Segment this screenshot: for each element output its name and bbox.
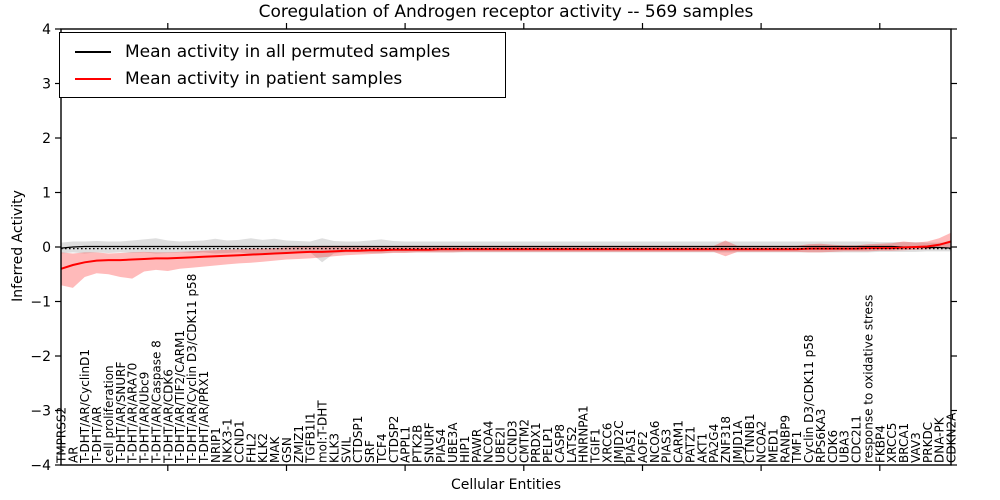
x-category-label: LATS2 xyxy=(565,426,579,463)
x-category-label: Cyclin D3/CDK11 p58 xyxy=(802,334,816,463)
x-category-label: FHL2 xyxy=(244,433,258,463)
x-category-label: PIAS3 xyxy=(660,429,674,463)
x-category-label: TMF1 xyxy=(790,431,804,464)
x-category-label: CDC2L1 xyxy=(850,415,864,463)
x-category-label: KLK2 xyxy=(256,433,270,463)
x-axis-label: Cellular Entities xyxy=(450,477,562,493)
x-category-label: T-DHT/AR/Ubc9 xyxy=(138,372,152,464)
y-tick-label: −3 xyxy=(30,404,51,420)
legend: Mean activity in all permuted samples Me… xyxy=(59,32,506,98)
x-category-label: T-DHT/AR/Caspase 8 xyxy=(149,340,163,464)
x-category-label: CASP8 xyxy=(553,424,567,463)
x-category-label: T-DHT/AR/TIF2/CARM1 xyxy=(173,330,187,464)
legend-item: Mean activity in all permuted samples xyxy=(60,42,505,62)
x-category-label: UBE3A xyxy=(446,422,460,463)
x-category-label: SVIL xyxy=(339,437,353,463)
y-tick-label: −2 xyxy=(30,349,51,365)
x-category-label: HNRNPA1 xyxy=(577,405,591,463)
x-category-label: CMTM2 xyxy=(517,419,531,463)
x-category-label: SRF xyxy=(363,440,377,463)
x-category-label: ZMIZ1 xyxy=(292,425,306,463)
x-category-label: PRKDC xyxy=(921,422,935,463)
y-tick-label: 4 xyxy=(42,22,51,38)
x-category-label: MED1 xyxy=(767,428,781,463)
x-category-label: KLK3 xyxy=(327,433,341,463)
x-category-label: mol:T-DHT xyxy=(316,400,330,463)
x-category-label: HIP1 xyxy=(458,436,472,463)
x-category-label: PIAS1 xyxy=(624,429,638,463)
x-category-label: SNURF xyxy=(422,422,436,463)
y-tick-label: 0 xyxy=(42,240,51,256)
x-category-label: TGFB1I1 xyxy=(304,412,318,464)
x-category-label: PA2G4 xyxy=(707,424,721,463)
x-category-label: PIAS4 xyxy=(434,429,448,463)
x-category-label: CTDSP2 xyxy=(387,416,401,463)
x-category-label: RPS6KA3 xyxy=(814,409,828,463)
x-category-label: GSN xyxy=(280,437,294,463)
y-tick-label: 3 xyxy=(42,77,51,93)
y-axis-label: Inferred Activity xyxy=(10,190,26,302)
x-category-label: PRDX1 xyxy=(529,422,543,463)
legend-item: Mean activity in patient samples xyxy=(60,69,505,89)
x-category-label: CDK6 xyxy=(826,430,840,463)
x-category-label: JMJD2C xyxy=(612,420,626,464)
permuted-mean-line xyxy=(60,245,952,249)
x-category-label: T-DHT/AR/CyclinD1 xyxy=(78,349,92,464)
x-category-label: VAV3 xyxy=(909,432,923,463)
y-tick-label: 1 xyxy=(42,186,51,202)
y-tick-label: −1 xyxy=(30,295,51,311)
x-category-label: RANBP9 xyxy=(778,415,792,463)
x-category-label: PAWR xyxy=(470,429,484,463)
x-category-label: T-DHT/AR/PRX1 xyxy=(197,371,211,464)
x-category-label: CCND1 xyxy=(233,420,247,463)
x-category-label: T-DHT/AR xyxy=(90,406,104,464)
x-category-label: UBA3 xyxy=(838,430,852,463)
x-category-label: T-DHT/AR/SNURF xyxy=(114,362,128,465)
legend-label-patient: Mean activity in patient samples xyxy=(125,68,403,89)
legend-label-permuted: Mean activity in all permuted samples xyxy=(125,41,451,62)
x-category-label: MAK xyxy=(268,435,282,463)
x-category-label: PATZ1 xyxy=(683,426,697,463)
x-category-label: DNA-PK xyxy=(933,416,947,463)
x-category-label: T-DHT/AR/Cyclin D3/CDK11 p58 xyxy=(185,274,199,464)
x-category-label: TMPRSS2 xyxy=(55,407,69,464)
legend-line-patient-icon xyxy=(75,77,111,80)
x-category-label: BRCA1 xyxy=(897,423,911,463)
x-category-label: CTNNB1 xyxy=(743,413,757,463)
x-category-label: PELP1 xyxy=(541,427,555,463)
x-category-label: FKBP4 xyxy=(873,425,887,463)
permuted-band xyxy=(61,238,951,263)
x-category-label: NRIP1 xyxy=(209,427,223,463)
x-category-label: NCOA2 xyxy=(755,421,769,463)
legend-line-permuted-icon xyxy=(75,50,111,53)
x-category-label: T-DHT/AR/ARA70 xyxy=(126,363,140,464)
x-category-label: AOF2 xyxy=(636,431,650,463)
y-tick-label: −4 xyxy=(30,458,51,474)
x-category-label: T-DHT/AR/CDK6 xyxy=(161,369,175,464)
y-tick-label: 2 xyxy=(42,131,51,147)
x-category-label: CCND3 xyxy=(505,420,519,463)
x-category-label: TGIF1 xyxy=(589,428,603,464)
x-category-label: CTDSP1 xyxy=(351,416,365,463)
x-category-label: NKX3-1 xyxy=(221,418,235,463)
x-category-label: CARM1 xyxy=(672,420,686,463)
x-category-label: TCF4 xyxy=(375,433,389,464)
x-category-label: UBE2I xyxy=(494,427,508,463)
x-category-label: NCOA4 xyxy=(482,421,496,463)
x-category-label: ZNF318 xyxy=(719,416,733,463)
x-category-label: XRCC5 xyxy=(885,423,899,463)
chart-title: Coregulation of Androgen receptor activi… xyxy=(258,2,754,22)
x-category-label: APPL1 xyxy=(399,426,413,463)
x-category-label: JMJD1A xyxy=(731,420,745,464)
x-category-label: XRCC6 xyxy=(600,423,614,463)
x-category-label: PTK2B xyxy=(411,425,425,463)
x-category-label: AR xyxy=(66,446,80,463)
x-category-label: NCOA6 xyxy=(648,421,662,463)
x-category-label: cell proliferation xyxy=(102,365,116,463)
x-category-label: response to oxidative stress xyxy=(861,295,875,463)
x-category-label: CDKN2A xyxy=(945,412,959,463)
x-category-label: AKT1 xyxy=(695,433,709,463)
